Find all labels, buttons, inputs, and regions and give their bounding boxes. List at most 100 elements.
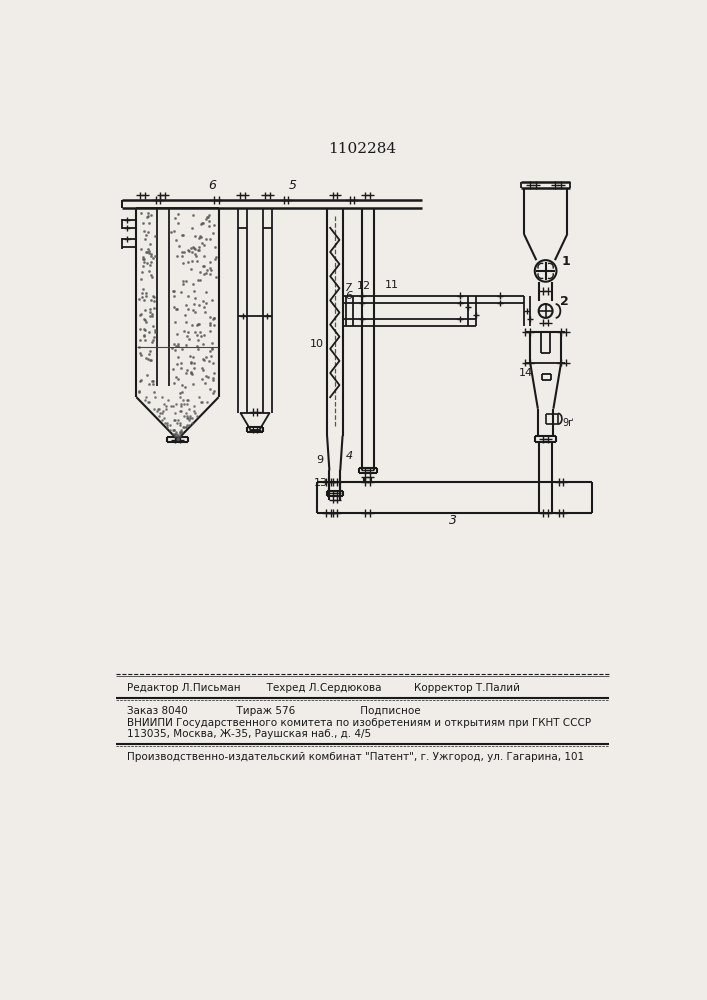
Point (191, 253, 202, 269)
Point (183, 412, 194, 428)
Point (144, 376, 155, 392)
Point (207, 355, 218, 371)
Point (183, 288, 194, 304)
Point (182, 417, 193, 433)
Point (203, 369, 214, 385)
Point (207, 311, 218, 327)
Point (169, 288, 180, 304)
Point (139, 327, 150, 343)
Point (199, 352, 210, 368)
Point (206, 341, 218, 357)
Point (180, 337, 192, 353)
Point (177, 244, 188, 260)
Point (137, 249, 148, 265)
Point (134, 307, 146, 323)
Point (182, 392, 193, 408)
Point (183, 243, 194, 259)
Point (197, 235, 208, 251)
Point (175, 360, 187, 376)
Point (154, 405, 165, 421)
Point (189, 228, 200, 244)
Point (187, 239, 198, 255)
Point (166, 398, 177, 414)
Point (204, 323, 216, 339)
Point (196, 371, 207, 387)
Point (178, 408, 189, 424)
Text: Редактор Л.Письман        Техред Л.Сердюкова          Корректор Т.Палий: Редактор Л.Письман Техред Л.Сердюкова Ко… (127, 683, 520, 693)
Point (199, 258, 210, 274)
Point (189, 324, 201, 340)
Point (205, 262, 216, 278)
Point (204, 353, 215, 369)
Point (209, 251, 221, 267)
Point (182, 301, 193, 317)
Text: Заказ 8040               Тираж 576                    Подписное: Заказ 8040 Тираж 576 Подписное (127, 706, 421, 716)
Point (168, 422, 179, 438)
Point (148, 329, 160, 345)
Point (147, 288, 158, 304)
Point (140, 244, 151, 260)
Point (147, 332, 158, 348)
Point (146, 334, 158, 350)
Point (192, 316, 204, 332)
Point (194, 272, 206, 288)
Point (206, 335, 218, 351)
Point (174, 389, 185, 405)
Point (180, 365, 192, 381)
Text: 13: 13 (314, 478, 328, 488)
Point (204, 343, 216, 359)
Point (201, 349, 212, 365)
Point (170, 314, 181, 330)
Point (204, 315, 216, 331)
Point (193, 297, 204, 313)
Point (201, 262, 213, 278)
Point (169, 426, 180, 442)
Point (146, 373, 157, 389)
Point (153, 401, 165, 417)
Point (171, 396, 182, 412)
Text: 11: 11 (385, 280, 399, 290)
Point (184, 331, 195, 347)
Point (168, 412, 180, 428)
Point (187, 302, 198, 318)
Point (172, 415, 183, 431)
Point (173, 431, 184, 447)
Point (180, 273, 192, 289)
Point (142, 394, 153, 410)
Point (143, 224, 154, 240)
Point (173, 206, 184, 222)
Point (134, 345, 146, 361)
Point (139, 392, 151, 408)
Point (203, 218, 214, 234)
Point (170, 412, 181, 428)
Point (189, 405, 201, 421)
Point (137, 281, 148, 297)
Point (177, 384, 188, 400)
Point (156, 405, 168, 421)
Point (209, 239, 221, 255)
Point (139, 302, 151, 318)
Point (141, 350, 152, 366)
Point (197, 258, 209, 274)
Point (137, 251, 148, 267)
Point (198, 351, 209, 367)
Point (171, 301, 182, 317)
Point (148, 293, 160, 309)
Point (147, 306, 158, 322)
Point (166, 340, 177, 356)
Point (148, 401, 159, 417)
Point (147, 373, 158, 389)
Point (149, 389, 160, 405)
Point (177, 255, 188, 271)
Point (173, 431, 184, 447)
Point (153, 401, 164, 417)
Point (204, 317, 215, 333)
Point (135, 321, 146, 337)
Point (168, 223, 180, 239)
Point (161, 417, 173, 433)
Point (182, 242, 194, 258)
Point (175, 424, 187, 440)
Point (172, 336, 183, 352)
Point (196, 394, 207, 410)
Point (198, 327, 209, 343)
